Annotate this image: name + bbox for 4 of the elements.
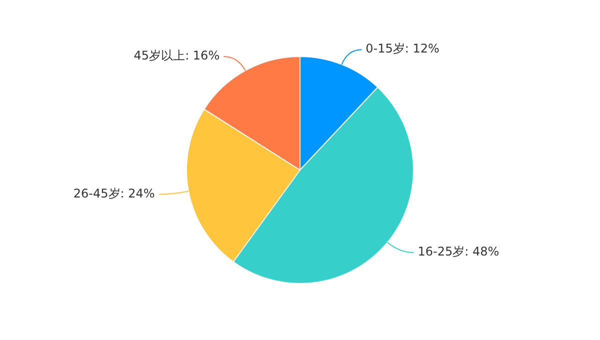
slice-label: 45岁以上: 16%	[134, 48, 220, 63]
slice-label: 26-45岁: 24%	[73, 186, 155, 200]
slice-label: 0-15岁: 12%	[366, 42, 440, 56]
slice-label: 16-25岁: 48%	[418, 244, 500, 259]
